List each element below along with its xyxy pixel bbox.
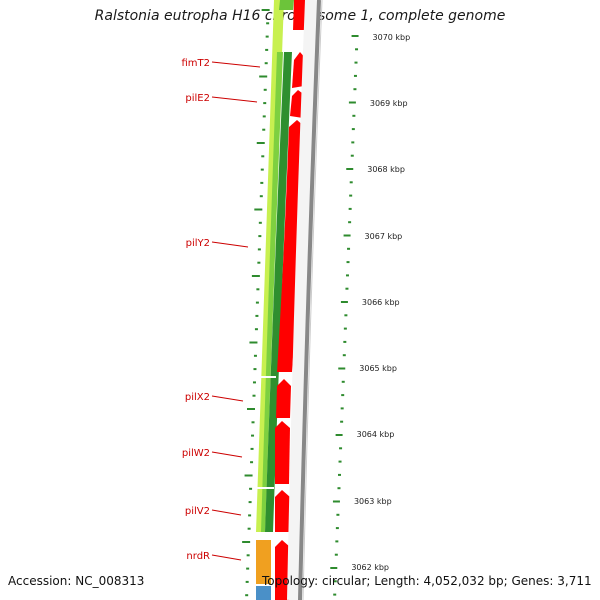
gene-label-pilE2: pilE2 [185, 93, 210, 104]
forward-cds-track [256, 0, 294, 532]
reverse-cds-pilW2[interactable] [275, 421, 290, 484]
scale-label: 3064 kbp [357, 430, 395, 439]
gene-leader-line [211, 554, 242, 561]
gene-leader-line [211, 509, 242, 516]
scale-label: 3062 kbp [351, 563, 389, 572]
accession-label: Accession: NC_008313 [8, 574, 145, 588]
gene-label-pilY2: pilY2 [186, 238, 210, 249]
scale-label: 3069 kbp [370, 99, 408, 108]
scale-label: 3066 kbp [362, 298, 400, 307]
backbone-light-line [302, 0, 323, 600]
gene-leader-line [211, 61, 261, 68]
gene-leader-line [211, 241, 249, 248]
gene-leader-line [211, 395, 244, 402]
backbone-white-band [287, 0, 319, 600]
blue-gene[interactable] [256, 586, 271, 600]
reverse-cds-pilY2[interactable] [277, 120, 305, 372]
outer-tick-ring [330, 35, 359, 596]
gene-label-pilW2: pilW2 [182, 448, 210, 459]
scale-label: 3065 kbp [359, 364, 397, 373]
forward-cds-inner-band[interactable] [265, 52, 292, 532]
scale-label: 3067 kbp [365, 232, 403, 241]
forward-cds-mid-band[interactable] [261, 52, 283, 532]
orange-gene-nrdR[interactable] [256, 540, 271, 584]
gene-label-nrdR: nrdR [186, 551, 210, 562]
gene-label-pilV2: pilV2 [185, 506, 210, 517]
reverse-cds-pilX2[interactable] [276, 379, 291, 418]
scale-label: 3063 kbp [354, 497, 392, 506]
gene-label-fimT2: fimT2 [181, 58, 210, 69]
topology-label: Topology: circular; Length: 4,052,032 bp… [262, 574, 592, 588]
inner-tick-ring [242, 9, 270, 597]
reverse-cds-pilV2[interactable] [275, 490, 290, 532]
gene-leader-line [211, 96, 258, 103]
backbone-gray-line [298, 0, 321, 600]
backbone-ring [287, 0, 323, 600]
scale-label: 3070 kbp [373, 33, 411, 42]
gene-labels: fimT2 pilE2 pilY2 pilX2 pilW2 pilV2 nrdR [181, 58, 261, 562]
forward-cds-segment-top[interactable] [279, 0, 294, 10]
gene-leader-line [211, 451, 243, 458]
scale-labels: 3070 kbp 3069 kbp 3068 kbp 3067 kbp 3066 kbp… [351, 33, 410, 572]
gene-label-pilX2: pilX2 [185, 392, 210, 403]
reverse-cds-nrdR[interactable] [275, 540, 290, 600]
scale-label: 3068 kbp [367, 165, 405, 174]
